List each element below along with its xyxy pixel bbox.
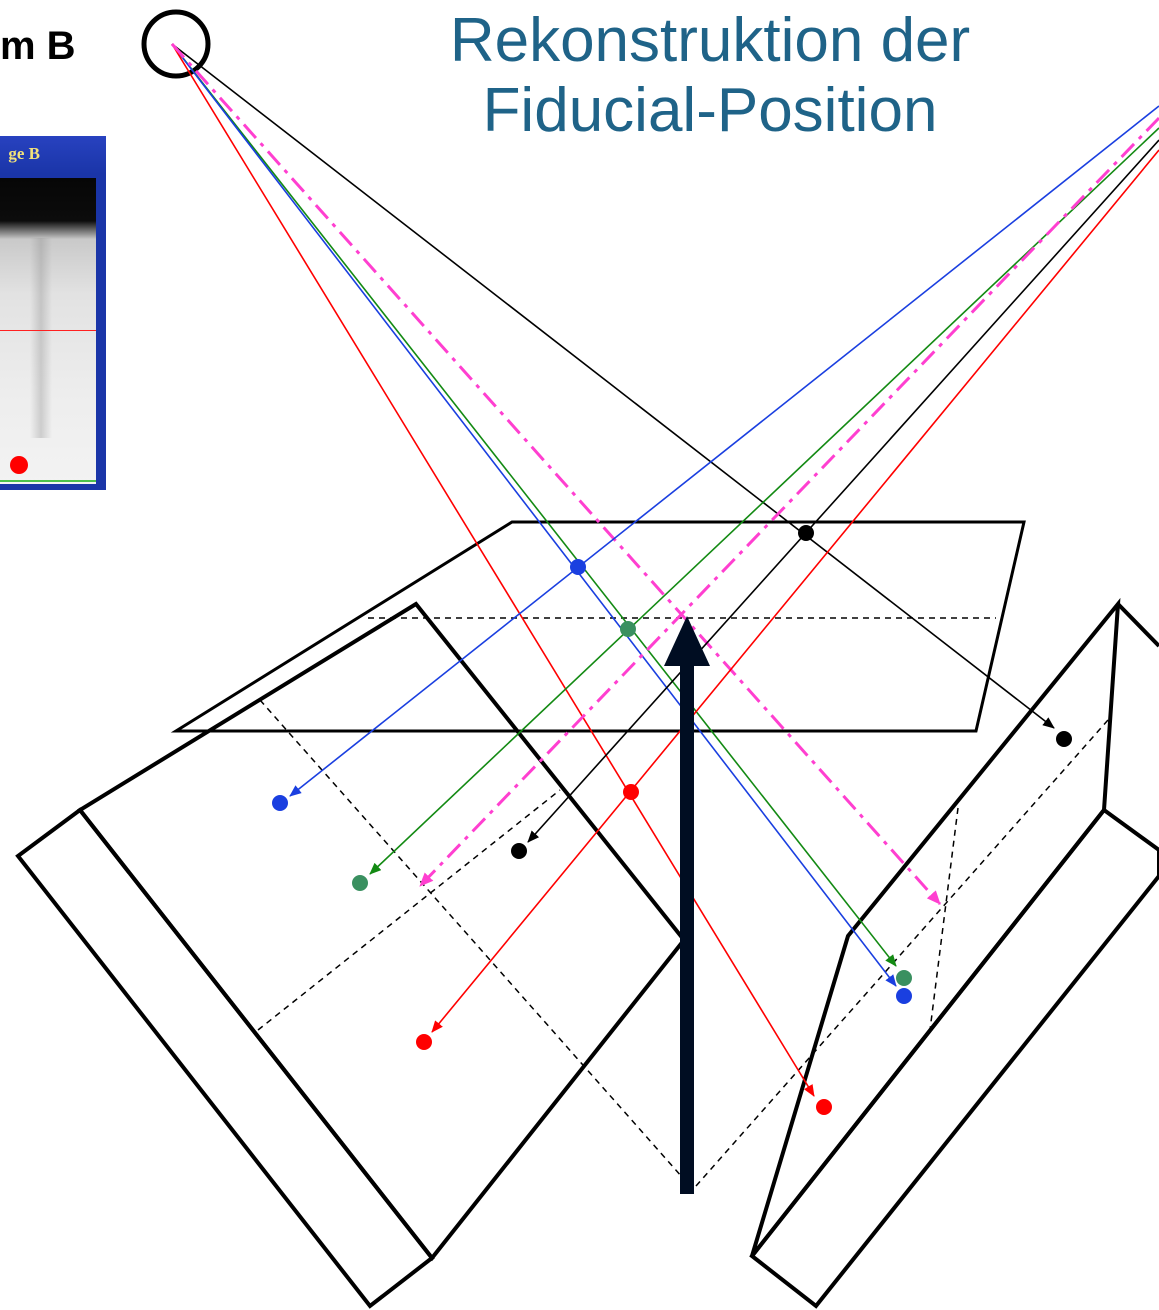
title-line-2: Fiducial-Position (482, 76, 938, 145)
right-detector-frame (749, 807, 1159, 1309)
right-ray-magenta (418, 116, 1159, 888)
left-projection-blue-dot (272, 795, 288, 811)
right-projection-red-dot (816, 1099, 832, 1115)
right-detector-dashed-vertical (929, 807, 959, 1031)
left-projection-green-dot (352, 875, 368, 891)
left-detector-dashed-cross (257, 789, 561, 1031)
reconstructed-black-dot (798, 525, 814, 541)
right-projection-green-dot (896, 970, 912, 986)
right-projection-black-dot (1056, 731, 1072, 747)
xray-image-window: ge B (0, 136, 106, 490)
right-ray-blue (289, 105, 1159, 797)
left-detector-frame (15, 807, 435, 1309)
right-ray-red (431, 149, 1159, 1033)
page-title: Rekonstruktion der Fiducial-Position (360, 6, 1060, 146)
left-ray-black (171, 43, 1055, 729)
left-projection-red-dot (416, 1034, 432, 1050)
left-detector-dashed-grid (259, 699, 691, 1187)
left-ray-magenta (170, 43, 942, 905)
left-ray-green (171, 43, 897, 967)
reconstructed-red-dot (623, 784, 639, 800)
vertical-axis-arrow-head (664, 616, 710, 666)
title-line-1: Rekonstruktion der (449, 6, 971, 75)
reconstructed-blue-dot (570, 559, 586, 575)
xray-window-titlebar: ge B (0, 136, 106, 174)
xray-window-title: ge B (8, 144, 40, 163)
left-ray-red (171, 43, 815, 1097)
xray-streak (30, 238, 52, 438)
left-source-circle (141, 9, 211, 79)
xray-baseline (0, 480, 96, 482)
xray-fiducial-dot (10, 456, 28, 474)
left-projection-black-dot (511, 843, 527, 859)
left-ray-blue (171, 43, 897, 987)
xray-image (0, 178, 96, 484)
right-projection-blue-dot (896, 988, 912, 1004)
right-ray-black (527, 139, 1159, 843)
reconstructed-green-dot (620, 621, 636, 637)
right-detector-dashed-grid (695, 719, 1109, 1187)
right-ray-green (369, 127, 1159, 875)
xray-reference-line (0, 330, 96, 331)
right-detector-edge (1116, 602, 1159, 648)
system-label: m B (0, 24, 76, 68)
